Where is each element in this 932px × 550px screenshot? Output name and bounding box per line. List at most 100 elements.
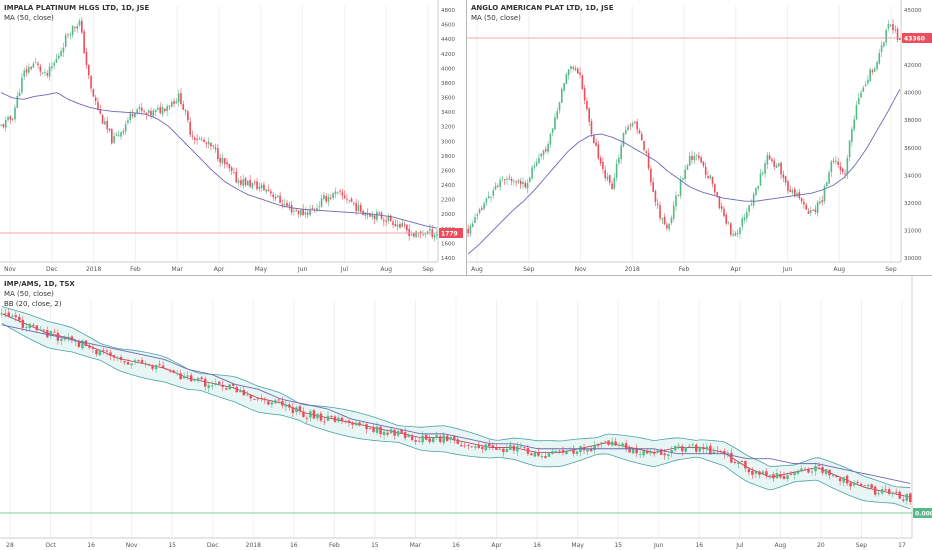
candle-body bbox=[108, 128, 111, 131]
candle-body bbox=[750, 204, 753, 206]
ma-line bbox=[467, 88, 901, 255]
candle-body bbox=[218, 381, 221, 384]
y-tick-label: 36000 bbox=[904, 146, 922, 152]
candle-body bbox=[476, 214, 479, 216]
candle-body bbox=[636, 121, 638, 130]
y-tick-label: 30000 bbox=[904, 256, 922, 262]
y-tick-label: 3000 bbox=[441, 139, 455, 145]
candle-body bbox=[154, 109, 157, 113]
last-price-tag bbox=[439, 228, 463, 238]
candle-body bbox=[737, 462, 740, 464]
candle-body bbox=[161, 107, 164, 115]
candle-body bbox=[707, 176, 709, 179]
candle-body bbox=[529, 177, 531, 183]
candle-body bbox=[150, 110, 152, 116]
candle-body bbox=[123, 361, 126, 363]
candle-body bbox=[401, 222, 404, 227]
candle-body bbox=[740, 461, 744, 462]
impala-legend-ma: MA (50, close) bbox=[4, 14, 54, 22]
candle-body bbox=[677, 194, 680, 196]
candle-body bbox=[175, 372, 179, 374]
candle-body bbox=[467, 445, 470, 446]
impala-legend-title: IMPALA PLATINUM HLGS LTD, 1D, JSE bbox=[4, 4, 150, 12]
candle-body bbox=[399, 223, 401, 228]
ratio-chart-pane[interactable]: IMP/AMS, 1D, TSX MA (50, close) BB (20, … bbox=[0, 276, 932, 550]
candle-body bbox=[563, 83, 565, 91]
candle-body bbox=[586, 448, 589, 452]
candle-body bbox=[572, 67, 575, 69]
candle-body bbox=[28, 67, 30, 73]
candle-body bbox=[112, 355, 116, 358]
candle-body bbox=[182, 104, 185, 110]
candle-body bbox=[306, 212, 309, 215]
candle-body bbox=[270, 402, 274, 405]
anglo-chart-svg[interactable]: AugSepNov2018FebAprJunAugSep450004400042… bbox=[467, 0, 932, 275]
candle-body bbox=[152, 110, 155, 117]
candle-body bbox=[656, 203, 659, 206]
candle-body bbox=[221, 158, 224, 164]
candle-body bbox=[90, 75, 92, 89]
x-tick-label: Aug bbox=[380, 266, 392, 273]
candle-body bbox=[371, 214, 374, 218]
candle-body bbox=[330, 416, 333, 418]
candle-body bbox=[824, 469, 828, 474]
candle-body bbox=[109, 352, 112, 356]
anglo-chart-pane[interactable]: ANGLO AMERICAN PLAT LTD, 1D, JSE MA (50,… bbox=[467, 0, 932, 275]
candle-body bbox=[57, 55, 60, 59]
anglo-legend: ANGLO AMERICAN PLAT LTD, 1D, JSE MA (50,… bbox=[471, 3, 614, 23]
candle-body bbox=[777, 163, 780, 167]
candle-body bbox=[842, 477, 845, 483]
candle-body bbox=[83, 31, 85, 54]
candle-body bbox=[4, 120, 7, 128]
candle-body bbox=[99, 109, 102, 114]
candle-body bbox=[242, 179, 245, 186]
candle-body bbox=[883, 42, 885, 47]
candle-body bbox=[793, 472, 796, 476]
candle-body bbox=[544, 455, 547, 458]
candle-body bbox=[560, 89, 563, 103]
candle-body bbox=[332, 193, 334, 198]
candle-body bbox=[60, 50, 62, 57]
candle-body bbox=[621, 443, 624, 446]
horizontal-pane-divider[interactable] bbox=[0, 275, 932, 276]
candle-body bbox=[456, 439, 459, 444]
candle-body bbox=[18, 316, 21, 321]
candle-body bbox=[771, 159, 773, 162]
candle-body bbox=[540, 153, 543, 157]
candle-body bbox=[841, 168, 844, 172]
candle-body bbox=[60, 338, 63, 341]
candle-body bbox=[346, 198, 348, 200]
candle-body bbox=[867, 79, 869, 84]
candle-body bbox=[470, 446, 474, 448]
candle-body bbox=[638, 130, 641, 134]
candle-body bbox=[704, 166, 707, 176]
vertical-pane-divider[interactable] bbox=[466, 0, 467, 275]
candle-body bbox=[610, 441, 614, 446]
x-tick-label: 16 bbox=[452, 542, 460, 549]
candle-body bbox=[32, 324, 35, 326]
candle-body bbox=[615, 163, 618, 178]
candle-body bbox=[305, 418, 309, 419]
ratio-chart-svg[interactable]: 28 Oct 16 Nov 15 Dec 2018 16 Feb 15 Mar 16 Apr 16 May 1… bbox=[0, 276, 932, 550]
impala-chart-svg[interactable]: Nov Dec 2018 Feb Mar Apr May Jun Jul Aug Sep 4800 46… bbox=[0, 0, 466, 275]
impala-chart-pane[interactable]: IMPALA PLATINUM HLGS LTD, 1D, JSE MA (50… bbox=[0, 0, 466, 275]
candle-body bbox=[652, 182, 654, 192]
x-tick-label: Apr bbox=[731, 266, 742, 273]
y-tick-label: 32000 bbox=[904, 201, 922, 207]
candle-body bbox=[497, 186, 499, 187]
candle-body bbox=[256, 398, 260, 400]
candle-body bbox=[304, 212, 307, 215]
candle-body bbox=[467, 228, 469, 234]
candle-body bbox=[863, 485, 866, 486]
candle-body bbox=[495, 446, 498, 450]
candle-body bbox=[759, 173, 762, 186]
candle-body bbox=[421, 435, 424, 443]
candle-body bbox=[151, 365, 154, 369]
ma-line bbox=[1, 324, 911, 484]
x-tick-label: 16 bbox=[87, 542, 95, 549]
ratio-legend: IMP/AMS, 1D, TSX MA (50, close) BB (20, … bbox=[4, 279, 75, 309]
candle-body bbox=[158, 364, 161, 366]
candle-body bbox=[597, 144, 600, 159]
candle-body bbox=[629, 125, 632, 127]
y-tick-label: 34000 bbox=[904, 173, 922, 179]
